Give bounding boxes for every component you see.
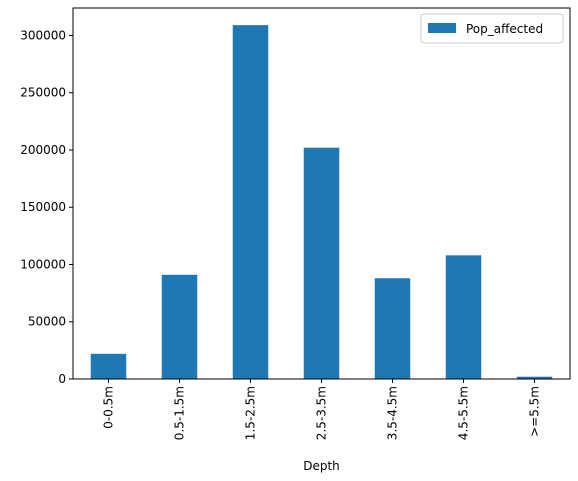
bar->=5.5m (516, 376, 553, 379)
x-tick-label: >=5.5m (528, 386, 542, 437)
y-tick-label: 200000 (20, 143, 66, 157)
bar-3.5-4.5m (374, 278, 411, 379)
bar-0-0.5m (90, 353, 127, 379)
bar-0.5-1.5m (161, 274, 198, 379)
y-tick-label: 250000 (20, 86, 66, 100)
y-axis: 0 50000 100000 150000 200000 250000 300000 (20, 28, 73, 386)
bar-1.5-2.5m (232, 25, 269, 379)
bar-4.5-5.5m (445, 255, 482, 379)
y-tick-label: 0 (58, 372, 66, 386)
bar-2.5-3.5m (303, 147, 340, 379)
legend-label: Pop_affected (466, 22, 543, 36)
legend-box (420, 13, 564, 44)
x-tick-label: 3.5-4.5m (386, 386, 400, 440)
legend: Pop_affected (420, 13, 564, 44)
y-tick-label: 100000 (20, 257, 66, 271)
y-tick-label: 50000 (28, 315, 66, 329)
x-tick-label: 4.5-5.5m (457, 386, 471, 440)
x-axis-title: Depth (303, 459, 340, 473)
x-tick-label: 2.5-3.5m (315, 386, 329, 440)
bars-layer (90, 25, 553, 379)
x-axis: 0-0.5m 0.5-1.5m 1.5-2.5m 2.5-3.5m 3.5-4.5m 4.… (102, 379, 542, 440)
x-tick-label: 0.5-1.5m (173, 386, 187, 440)
plot-frame (72, 7, 571, 380)
legend-swatch (428, 23, 456, 33)
x-tick-label: 1.5-2.5m (244, 386, 258, 440)
y-tick-label: 300000 (20, 28, 66, 42)
y-tick-label: 150000 (20, 200, 66, 214)
x-tick-label: 0-0.5m (102, 386, 116, 429)
